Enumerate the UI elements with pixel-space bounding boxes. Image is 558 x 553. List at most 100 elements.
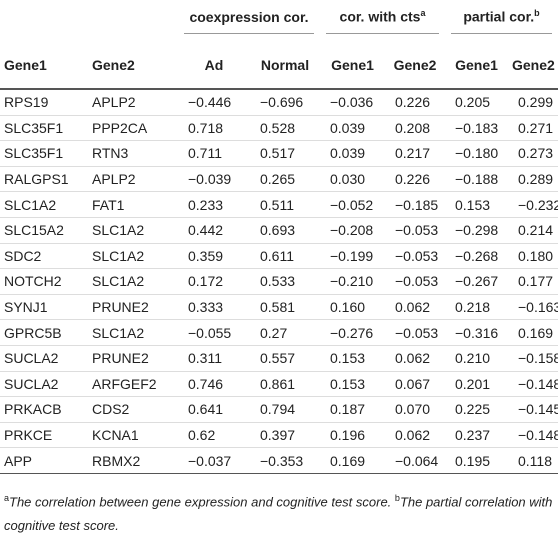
- column-header: Gene1: [320, 42, 385, 90]
- column-header: Gene2: [508, 42, 558, 90]
- value-cell: 0.226: [385, 166, 445, 193]
- value-cell: −0.268: [445, 243, 508, 270]
- footnote-text: The correlation between gene expression …: [9, 494, 392, 510]
- gene-cell: SUCLA2: [0, 345, 88, 372]
- value-cell: 0.205: [445, 89, 508, 116]
- value-cell: −0.148: [508, 371, 558, 398]
- value-cell: 0.557: [250, 345, 320, 372]
- table-row: SLC35F1 PPP2CA 0.718 0.528 0.039 0.208 −0.183 0…: [0, 115, 558, 142]
- gene-cell: PPP2CA: [88, 115, 178, 142]
- value-cell: 0.517: [250, 140, 320, 167]
- value-cell: 0.169: [320, 447, 385, 474]
- table-row: SYNJ1 PRUNE2 0.333 0.581 0.160 0.062 0.218 −0.1…: [0, 294, 558, 321]
- value-cell: −0.298: [445, 217, 508, 244]
- table-row: RPS19 APLP2 −0.446 −0.696 −0.036 0.226 0.205 0.…: [0, 89, 558, 116]
- gene-cell: KCNA1: [88, 422, 178, 449]
- column-header-row: Gene1 Gene2 Ad Normal Gene1 Gene2 Gene1 Gene2: [0, 42, 558, 90]
- value-cell: 0.218: [445, 294, 508, 321]
- gene-cell: CDS2: [88, 396, 178, 423]
- value-cell: −0.145: [508, 396, 558, 423]
- value-cell: 0.711: [178, 140, 250, 167]
- value-cell: −0.037: [178, 447, 250, 474]
- value-cell: 0.208: [385, 115, 445, 142]
- footnotes: aThe correlation between gene expression…: [0, 474, 558, 538]
- value-cell: 0.030: [320, 166, 385, 193]
- gene-cell: RBMX2: [88, 447, 178, 474]
- value-cell: −0.185: [385, 191, 445, 218]
- value-cell: 0.214: [508, 217, 558, 244]
- value-cell: 0.039: [320, 140, 385, 167]
- value-cell: 0.062: [385, 422, 445, 449]
- gene-cell: SLC1A2: [88, 268, 178, 295]
- value-cell: −0.148: [508, 422, 558, 449]
- group-header-row: coexpression cor. cor. with ctsa partial…: [0, 0, 558, 42]
- footnote-mark: b: [534, 8, 540, 19]
- value-cell: 0.201: [445, 371, 508, 398]
- value-cell: 0.442: [178, 217, 250, 244]
- value-cell: −0.199: [320, 243, 385, 270]
- value-cell: 0.233: [178, 191, 250, 218]
- value-cell: 0.217: [385, 140, 445, 167]
- value-cell: 0.611: [250, 243, 320, 270]
- value-cell: −0.053: [385, 268, 445, 295]
- column-header: Normal: [250, 42, 320, 90]
- footnote-text: The partial correlation with cognitive t…: [4, 494, 553, 534]
- value-cell: 0.311: [178, 345, 250, 372]
- value-cell: −0.188: [445, 166, 508, 193]
- value-cell: −0.036: [320, 89, 385, 116]
- column-header: Gene2: [88, 42, 178, 90]
- value-cell: 0.533: [250, 268, 320, 295]
- value-cell: 0.195: [445, 447, 508, 474]
- value-cell: −0.208: [320, 217, 385, 244]
- gene-cell: SYNJ1: [0, 294, 88, 321]
- gene-cell: PRKACB: [0, 396, 88, 423]
- value-cell: −0.053: [385, 217, 445, 244]
- gene-cell: ARFGEF2: [88, 371, 178, 398]
- value-cell: −0.163: [508, 294, 558, 321]
- table-row: SUCLA2 PRUNE2 0.311 0.557 0.153 0.062 0.210 −0.…: [0, 345, 558, 372]
- gene-cell: SUCLA2: [0, 371, 88, 398]
- value-cell: −0.055: [178, 319, 250, 346]
- value-cell: 0.160: [320, 294, 385, 321]
- value-cell: 0.265: [250, 166, 320, 193]
- footnote-mark: b: [394, 492, 400, 503]
- value-cell: −0.446: [178, 89, 250, 116]
- value-cell: 0.271: [508, 115, 558, 142]
- value-cell: 0.237: [445, 422, 508, 449]
- value-cell: 0.718: [178, 115, 250, 142]
- table-row: SDC2 SLC1A2 0.359 0.611 −0.199 −0.053 −0.268 0.…: [0, 243, 558, 270]
- gene-cell: SLC1A2: [88, 217, 178, 244]
- value-cell: 0.511: [250, 191, 320, 218]
- value-cell: 0.039: [320, 115, 385, 142]
- data-table: coexpression cor. cor. with ctsa partial…: [0, 0, 558, 474]
- gene-cell: FAT1: [88, 191, 178, 218]
- gene-cell: RPS19: [0, 89, 88, 116]
- column-header: Gene1: [445, 42, 508, 90]
- gene-cell: NOTCH2: [0, 268, 88, 295]
- value-cell: 0.153: [445, 191, 508, 218]
- value-cell: 0.180: [508, 243, 558, 270]
- table-row: APP RBMX2 −0.037 −0.353 0.169 −0.064 0.195 0.11…: [0, 447, 558, 474]
- table-row: SLC35F1 RTN3 0.711 0.517 0.039 0.217 −0.180 0.2…: [0, 140, 558, 167]
- value-cell: 0.153: [320, 345, 385, 372]
- value-cell: 0.187: [320, 396, 385, 423]
- group-header: cor. with ctsa: [326, 8, 439, 34]
- gene-cell: RTN3: [88, 140, 178, 167]
- column-header: Gene2: [385, 42, 445, 90]
- value-cell: −0.064: [385, 447, 445, 474]
- value-cell: 0.225: [445, 396, 508, 423]
- value-cell: −0.316: [445, 319, 508, 346]
- value-cell: 0.172: [178, 268, 250, 295]
- value-cell: 0.062: [385, 294, 445, 321]
- value-cell: 0.153: [320, 371, 385, 398]
- value-cell: 0.070: [385, 396, 445, 423]
- value-cell: 0.196: [320, 422, 385, 449]
- column-header: Gene1: [0, 42, 88, 90]
- column-header: Ad: [178, 42, 250, 90]
- table-row: PRKCE KCNA1 0.62 0.397 0.196 0.062 0.237 −0.148: [0, 422, 558, 449]
- value-cell: −0.210: [320, 268, 385, 295]
- value-cell: 0.641: [178, 396, 250, 423]
- table-row: RALGPS1 APLP2 −0.039 0.265 0.030 0.226 −0.188 0…: [0, 166, 558, 193]
- group-header: partial cor.b: [451, 8, 552, 34]
